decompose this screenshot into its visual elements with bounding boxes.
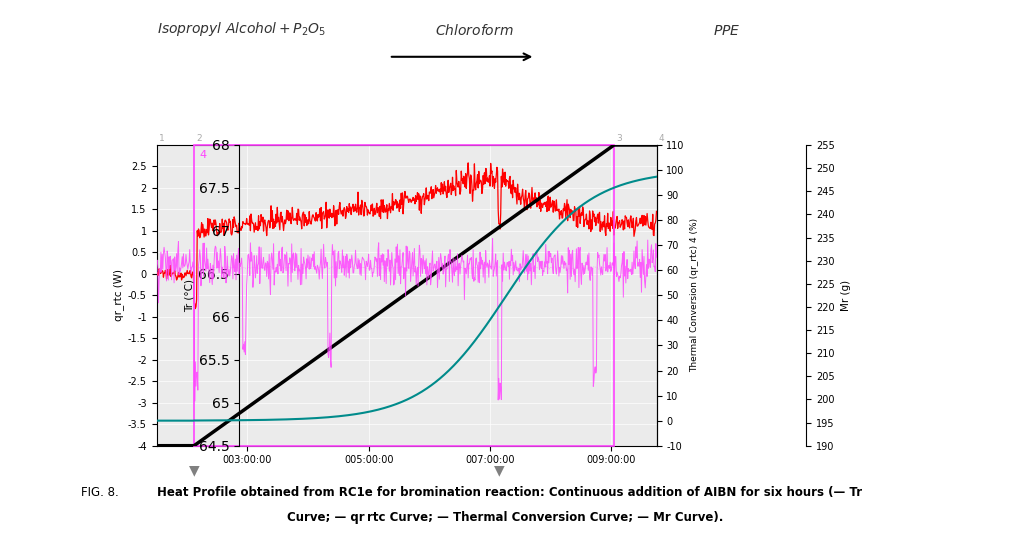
Text: $\it{PPE}$: $\it{PPE}$ [713,24,741,38]
Text: 1: 1 [159,134,165,143]
Text: $\it{Isopropyl\ Alcohol + P_2O_5}$: $\it{Isopropyl\ Alcohol + P_2O_5}$ [157,19,325,38]
Y-axis label: Tr (°C): Tr (°C) [184,279,194,312]
Text: ▼: ▼ [189,464,199,478]
Y-axis label: qr_rtc (W): qr_rtc (W) [113,270,123,321]
Text: Heat Profile obtained from RC1e for bromination reaction: Continuous addition of: Heat Profile obtained from RC1e for brom… [157,487,862,499]
Text: ▼: ▼ [494,464,504,478]
Text: $\it{Chloroform}$: $\it{Chloroform}$ [435,23,514,38]
Text: 3: 3 [616,134,622,143]
Text: FIG. 8.: FIG. 8. [81,487,122,499]
Text: Curve; — qr rtc Curve; — Thermal Conversion Curve; — Mr Curve).: Curve; — qr rtc Curve; — Thermal Convers… [287,511,723,524]
Bar [194,145,614,446]
Text: 4: 4 [199,149,206,159]
Y-axis label: Thermal Conversion (qr_rtc) 4 (%): Thermal Conversion (qr_rtc) 4 (%) [690,218,699,373]
Text: 2: 2 [197,134,202,143]
Y-axis label: Mr (g): Mr (g) [840,280,850,311]
Text: 4: 4 [659,134,665,143]
